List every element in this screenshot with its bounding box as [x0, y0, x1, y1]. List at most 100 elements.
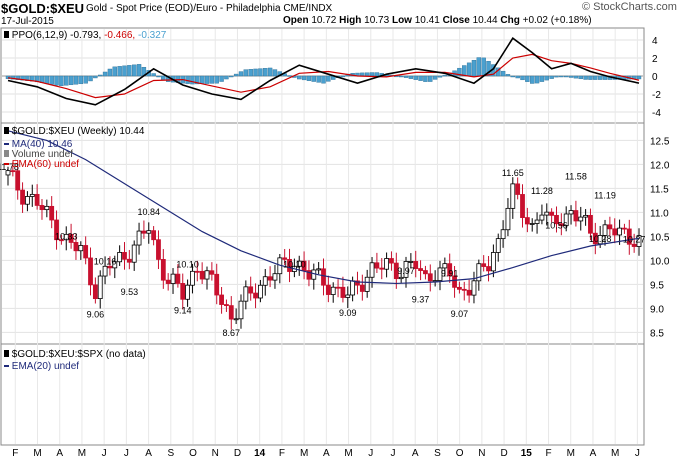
- candle-body: [544, 211, 550, 216]
- ppo-hist-bar: [253, 68, 258, 77]
- ppo-hist-bar: [54, 75, 59, 86]
- chart-date: 17-Jul-2015: [1, 16, 54, 27]
- ppo-hist-bar: [413, 75, 418, 80]
- x-tick-label: J: [390, 448, 395, 459]
- candle-body: [476, 263, 482, 282]
- candle-body: [63, 233, 69, 241]
- price-annotation: 9.53: [121, 287, 139, 297]
- candle-body: [219, 294, 224, 305]
- x-tick-label: M: [78, 448, 86, 459]
- candle-body: [466, 289, 472, 296]
- ppo-hist-bar: [136, 64, 142, 77]
- candle-body: [452, 275, 457, 288]
- ppo-hist-bar: [374, 72, 380, 77]
- candle-body: [165, 279, 171, 284]
- ppo-y-tick: 2: [652, 54, 658, 65]
- ppo-hist-bar: [93, 75, 98, 79]
- x-tick-label: O: [189, 448, 197, 459]
- price-annotation: 11.78: [0, 162, 19, 172]
- ppo-hist-bar: [403, 75, 409, 78]
- ppo-hist-bar: [272, 69, 278, 77]
- ppo-hist-bar: [117, 66, 122, 77]
- price-annotation: 10.10: [283, 260, 306, 270]
- price-annotation: 11.65: [502, 168, 524, 178]
- candle-body: [92, 284, 98, 300]
- candle-body: [267, 276, 273, 281]
- x-tick-label: F: [12, 448, 18, 459]
- price-legend-swatch: [4, 127, 9, 134]
- ppo-hist-bar: [505, 74, 511, 77]
- x-tick-label: 14: [254, 448, 266, 459]
- candle-body: [117, 252, 123, 263]
- price-annotation: 10.16: [94, 257, 117, 267]
- x-tick-label: A: [145, 448, 152, 459]
- high-label: High: [339, 15, 362, 26]
- ppo-hist-bar: [525, 75, 530, 82]
- ma-legend-swatch: [4, 143, 9, 146]
- candle-body: [355, 280, 360, 286]
- candle-body: [68, 233, 74, 243]
- candle-body: [146, 230, 152, 234]
- candle-body: [379, 267, 385, 270]
- candle-body: [617, 227, 622, 236]
- candle-body: [461, 288, 467, 291]
- ppo-hist-bar: [369, 72, 375, 77]
- ppo-hist-bar: [593, 75, 598, 80]
- lower-panel-frame: [0, 343, 645, 446]
- ppo-hist-bar: [5, 75, 11, 79]
- price-annotations: 11.78 10.33 10.16 9.06 9.53 10.84 10.10 9.14 8.6…: [0, 162, 645, 338]
- ppo-hist-bar: [340, 75, 346, 78]
- candle-body: [500, 229, 506, 240]
- ppo-y-tick: -2: [652, 90, 661, 101]
- candle-body: [25, 196, 30, 205]
- ppo-hist-bar: [258, 68, 263, 77]
- price-annotation: 9.07: [451, 309, 469, 319]
- ppo-hist-bar: [190, 75, 195, 85]
- x-tick-label: M: [344, 448, 352, 459]
- x-tick-label: D: [500, 448, 507, 459]
- candle-body: [262, 276, 268, 286]
- ppo-hist-bar: [267, 67, 273, 77]
- ppo-hist-bar: [321, 75, 326, 84]
- ppo-hist-bar: [398, 75, 404, 78]
- description-text: Gold - Spot Price (EOD)/Euro - Philadelp…: [86, 3, 281, 14]
- x-axis-ticks: F M A M J J A S O N D 14 F M A M J J A S O N D 15 F M A M J: [12, 448, 640, 459]
- ppo-legend-swatch: [4, 31, 9, 38]
- ppo-hist-bar: [73, 75, 79, 85]
- price-y-tick: 11.0: [650, 208, 669, 219]
- ppo-hist-bar: [233, 73, 239, 77]
- ppo-hist-bar: [214, 75, 219, 84]
- ppo-histogram: [5, 57, 642, 87]
- candle-body: [54, 219, 59, 241]
- candle-body: [330, 286, 336, 295]
- open-value: 10.72: [311, 15, 337, 26]
- candle-body: [253, 292, 258, 299]
- x-tick-label: J: [368, 448, 373, 459]
- ppo-hist-bar: [530, 75, 535, 84]
- chg-label: Chg: [500, 15, 520, 26]
- x-tick-label: A: [590, 448, 597, 459]
- ma-label: MA(40) 10.46: [11, 139, 73, 150]
- ppo-hist-bar: [224, 75, 229, 80]
- ppo-hist-bar: [151, 73, 156, 77]
- ppo-hist-bar: [102, 71, 108, 77]
- ppo-hist-bar: [161, 75, 166, 81]
- ppo-hist-bar: [243, 69, 249, 77]
- candle-body: [612, 228, 618, 236]
- ppo-hist-bar: [471, 59, 477, 77]
- ppo-lines: [7, 37, 640, 106]
- price-y-tick: 8.5: [650, 328, 664, 339]
- lower-ema-swatch: [4, 365, 9, 368]
- ppo-hist-bar: [156, 75, 161, 78]
- x-tick-label: O: [456, 448, 464, 459]
- candle-body: [403, 261, 409, 278]
- ppo-hist-bar: [549, 75, 554, 79]
- price-y-tick: 10.5: [650, 232, 670, 243]
- lower-legend-title: $GOLD:$XEU:$SPX (no data): [4, 349, 146, 360]
- ppo-signal-line: [7, 53, 640, 99]
- x-tick-label: 15: [521, 448, 533, 459]
- candle-body: [282, 257, 288, 260]
- ppo-hist-bar: [316, 75, 321, 83]
- candle-body: [180, 283, 186, 300]
- x-tick-label: M: [567, 448, 575, 459]
